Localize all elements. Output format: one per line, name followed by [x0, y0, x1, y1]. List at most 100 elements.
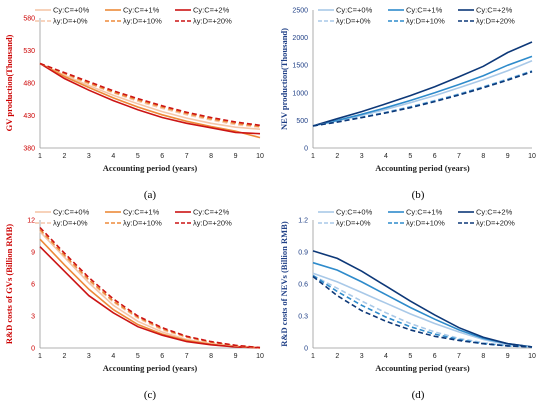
y-tick-label: 6: [31, 282, 35, 289]
chart-panel-1: 1 2 3 4 5 6 7 8 9 10 380 430 480 530 580 Accounting per…: [4, 6, 264, 202]
series-line-1: [39, 62, 261, 130]
series-line-1: [312, 272, 533, 348]
x-tick-label: 8: [209, 353, 213, 360]
y-axis-title: R&D costs of NEVs (Billion RMB): [279, 221, 289, 347]
x-tick-label: 9: [506, 353, 510, 360]
x-tick-label: 5: [408, 153, 412, 160]
x-tick-label: 3: [87, 153, 91, 160]
series-line-6: [312, 275, 533, 348]
legend-entry: λy:D=+10%: [123, 219, 162, 228]
legend-entry: Cy:C=+1%: [123, 208, 160, 217]
x-tick-label: 1: [38, 153, 42, 160]
legend-entry: λy:D=+0%: [53, 219, 88, 228]
x-tick-label: 2: [335, 153, 339, 160]
x-tick-label: 3: [360, 153, 364, 160]
series-line-2: [312, 55, 533, 127]
legend-entry: Cy:C=+2%: [193, 208, 230, 217]
x-tick-label: 9: [506, 153, 510, 160]
x-tick-label: 9: [234, 353, 238, 360]
legend-entry: Cy:C=+1%: [123, 6, 160, 15]
y-tick-label: 9: [31, 250, 35, 257]
y-tick-label: 3: [31, 314, 35, 321]
y-tick-label: 2000: [292, 35, 308, 42]
legend-entry: λy:D=+20%: [476, 219, 515, 228]
chart-panel-4: 1 2 3 4 5 6 7 8 9 10 0 0.3 0.6 0.9 1.2 Accounting perio…: [279, 208, 536, 402]
x-tick-label: 3: [87, 353, 91, 360]
x-tick-label: 6: [160, 353, 164, 360]
panel-label: (b): [412, 189, 425, 201]
series-line-6: [312, 71, 533, 127]
series-line-2: [312, 261, 533, 348]
y-axis-title: NEV production(Thousand): [279, 28, 289, 130]
y-tick-label: 0: [304, 346, 308, 353]
y-tick-label: 0.6: [298, 282, 308, 289]
x-tick-label: 6: [160, 153, 164, 160]
x-tick-label: 2: [335, 353, 339, 360]
series-line-4: [39, 230, 261, 349]
legend-entry: λy:D=+0%: [53, 17, 88, 26]
series-line-3: [39, 62, 261, 135]
legend-entry: Cy:C=+1%: [406, 208, 443, 217]
y-tick-label: 1000: [292, 90, 308, 97]
legend-entry: λy:D=+10%: [123, 17, 162, 26]
y-tick-label: 530: [23, 48, 35, 55]
x-axis-title: Accounting period (years): [375, 163, 470, 173]
x-tick-label: 2: [62, 353, 66, 360]
x-tick-label: 7: [185, 353, 189, 360]
legend-entry: λy:D=+10%: [406, 17, 445, 26]
legend-entry: Cy:C=+0%: [53, 208, 90, 217]
x-tick-label: 5: [136, 353, 140, 360]
legend-entry: Cy:C=+0%: [336, 6, 373, 15]
x-tick-label: 9: [234, 153, 238, 160]
series-line-4: [39, 62, 261, 128]
chart-panel-2: 1 2 3 4 5 6 7 8 9 10 0 500 1000 1500 2000 2500 Accountin…: [279, 6, 536, 202]
legend-entry: Cy:C=+0%: [53, 6, 90, 15]
series-line-5: [312, 274, 533, 348]
x-tick-label: 1: [38, 353, 42, 360]
series-line-5: [39, 62, 261, 128]
y-axis-title: GV production(Thousand): [4, 34, 14, 131]
legend-entry: Cy:C=+0%: [336, 208, 373, 217]
x-tick-label: 10: [256, 153, 264, 160]
x-tick-label: 8: [209, 153, 213, 160]
x-tick-label: 10: [528, 353, 536, 360]
x-tick-label: 10: [528, 153, 536, 160]
x-tick-label: 8: [481, 353, 485, 360]
x-tick-label: 6: [433, 153, 437, 160]
y-tick-label: 500: [296, 118, 308, 125]
series-line-3: [312, 41, 533, 127]
x-axis-title: Accounting period (years): [103, 363, 198, 373]
x-tick-label: 8: [481, 153, 485, 160]
series-line-3: [312, 250, 533, 348]
panel-label: (d): [412, 389, 425, 401]
x-tick-label: 7: [457, 353, 461, 360]
y-axis-title: R&D costs of GVs (Billion RMB): [4, 224, 14, 344]
y-tick-label: 0: [304, 146, 308, 153]
legend-entry: λy:D=+10%: [406, 219, 445, 228]
legend-entry: Cy:C=+1%: [406, 6, 443, 15]
y-tick-label: 1500: [292, 63, 308, 70]
panel-label: (a): [144, 189, 157, 201]
legend-entry: Cy:C=+2%: [476, 6, 513, 15]
legend-entry: λy:D=+20%: [193, 219, 232, 228]
x-tick-label: 7: [457, 153, 461, 160]
x-tick-label: 2: [62, 153, 66, 160]
series-line-3: [39, 246, 261, 349]
y-tick-label: 480: [23, 81, 35, 88]
y-tick-label: 380: [23, 146, 35, 153]
legend-entry: λy:D=+0%: [336, 219, 371, 228]
y-tick-label: 580: [23, 16, 35, 23]
y-tick-label: 0: [31, 346, 35, 353]
y-tick-label: 0.9: [298, 250, 308, 257]
series-line-1: [312, 60, 533, 127]
series-line-2: [39, 62, 261, 139]
x-tick-label: 10: [256, 353, 264, 360]
series-line-4: [312, 274, 533, 348]
x-axis-title: Accounting period (years): [103, 163, 198, 173]
y-tick-label: 430: [23, 113, 35, 120]
x-tick-label: 6: [433, 353, 437, 360]
legend-entry: Cy:C=+2%: [193, 6, 230, 15]
legend-entry: λy:D=+20%: [193, 17, 232, 26]
